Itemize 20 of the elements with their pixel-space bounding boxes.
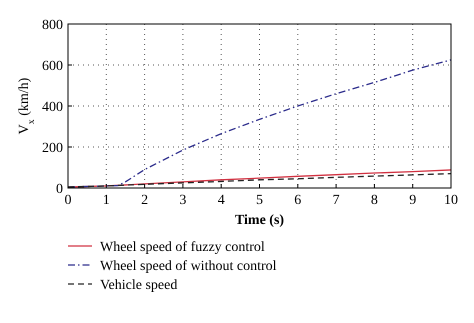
y-tick-label: 800 [42,18,63,33]
legend-label: Wheel speed of without control [100,259,277,274]
y-tick-label: 200 [42,141,63,156]
y-tick-label: 400 [42,100,63,115]
y-tick-label: 600 [42,59,63,74]
x-tick-label: 7 [332,193,340,208]
x-axis-title: Time (s) [234,213,284,228]
legend-label: Vehicle speed [100,278,178,293]
legend-label: Wheel speed of fuzzy control [100,240,265,255]
x-tick-label: 1 [102,193,110,208]
x-tick-label: 8 [370,193,378,208]
x-tick-label: 6 [294,193,302,208]
x-tick-label: 4 [218,193,225,208]
line-series [67,173,452,188]
x-tick-label: 9 [409,193,416,208]
x-tick-label: 10 [444,193,458,208]
x-tick-label: 5 [256,193,263,208]
y-tick-label: 0 [56,182,63,197]
x-tick-label: 3 [179,193,186,208]
x-tick-label: 2 [141,193,148,208]
